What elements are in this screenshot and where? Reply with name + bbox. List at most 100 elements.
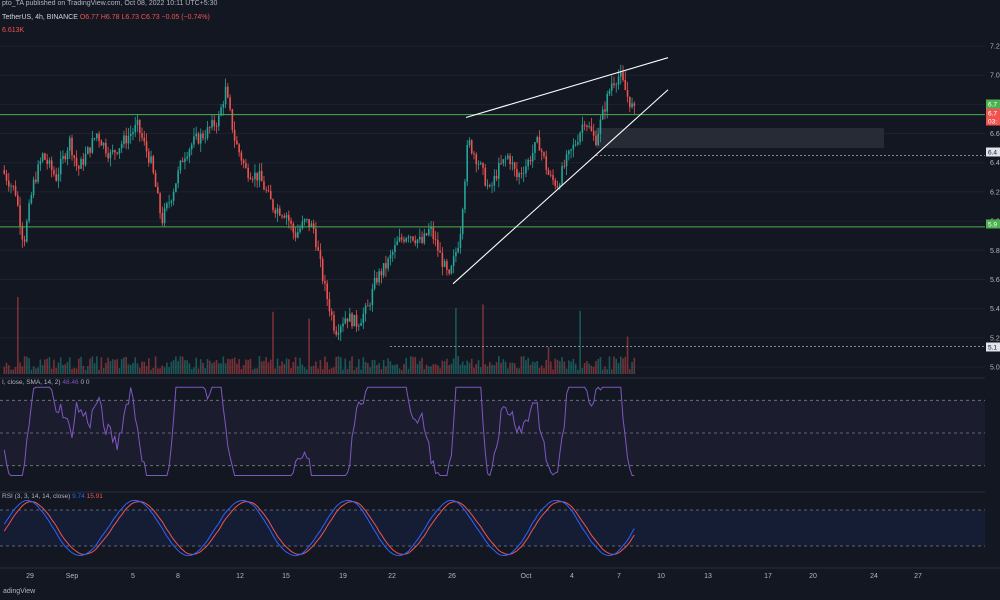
candle-body xyxy=(107,153,109,159)
volume-bar xyxy=(37,367,39,374)
price-tag-label: 5.1 xyxy=(988,345,997,352)
volume-bar xyxy=(91,356,94,374)
candle-body xyxy=(613,83,615,86)
volume-bar xyxy=(154,356,157,374)
volume-bar xyxy=(470,358,473,374)
volume-value: 6.613K xyxy=(2,27,25,34)
volume-bar xyxy=(317,368,319,374)
volume-bar xyxy=(3,366,6,374)
volume-bar xyxy=(382,360,385,374)
volume-bar xyxy=(371,360,374,374)
candle-body xyxy=(310,223,313,228)
volume-bar xyxy=(157,368,159,374)
candle-body xyxy=(339,326,342,333)
volume-bar xyxy=(290,368,292,374)
candle-body xyxy=(425,233,428,235)
candle-body xyxy=(400,237,403,240)
candle-body xyxy=(211,120,213,128)
candle-body xyxy=(150,156,152,163)
rsi-pane: 80.070.060.050.040.030.020.0 xyxy=(0,377,1000,487)
volume-bar xyxy=(319,359,322,374)
candle-body xyxy=(3,170,6,174)
candle-body xyxy=(362,313,365,324)
price-axis: 7.27.06.86.66.46.26.05.85.65.45.25.06.76… xyxy=(985,0,1000,585)
candle-body xyxy=(367,305,369,307)
volume-bar xyxy=(163,367,166,374)
candle-body xyxy=(511,162,514,165)
candle-body xyxy=(17,195,19,206)
volume-bar xyxy=(175,356,177,374)
candle-body xyxy=(285,215,288,218)
rsi-extra: 0 0 xyxy=(80,379,90,386)
stoch-band xyxy=(0,510,985,546)
volume-bar xyxy=(132,362,134,374)
candle-body xyxy=(376,277,378,283)
volume-bar xyxy=(403,363,405,374)
time-tick-label: 22 xyxy=(388,573,396,580)
candle-body xyxy=(213,120,216,126)
candle-body xyxy=(572,144,575,150)
candle-body xyxy=(10,185,12,187)
candle-body xyxy=(459,234,462,248)
volume-bar xyxy=(44,359,46,374)
volume-bar xyxy=(211,363,213,374)
time-tick-label: 24 xyxy=(870,573,878,580)
candle-body xyxy=(66,150,69,160)
volume-bar xyxy=(493,365,496,374)
volume-bar xyxy=(552,369,554,374)
price-tick-label: 6.4 xyxy=(990,160,1000,167)
volume-bar xyxy=(337,356,340,374)
candle-body xyxy=(434,239,437,240)
candle-body xyxy=(461,209,464,235)
volume-bar xyxy=(263,360,265,374)
candle-body xyxy=(631,103,633,108)
volume-bar xyxy=(190,368,193,374)
candle-body xyxy=(28,203,30,222)
candle-body xyxy=(615,84,618,86)
time-tick-label: Oct xyxy=(521,573,532,580)
candle-body xyxy=(443,261,446,267)
candle-body xyxy=(371,288,374,306)
volume-bar xyxy=(55,367,57,374)
candle-body xyxy=(301,221,304,229)
volume-bar xyxy=(278,365,281,374)
price-tick-label: 5.4 xyxy=(990,306,1000,313)
volume-bar xyxy=(443,361,446,374)
footer: adingView xyxy=(0,585,1000,600)
time-tick-label: 8 xyxy=(176,573,180,580)
volume-bar xyxy=(335,356,338,374)
candle-body xyxy=(98,133,100,141)
time-tick-label: 7 xyxy=(617,573,621,580)
volume-bar xyxy=(177,360,179,374)
main-grid xyxy=(0,45,985,368)
volume-bar xyxy=(202,363,204,374)
volume-bar xyxy=(479,367,482,374)
stoch-params: RSI (3, 3, 14, 14, close) xyxy=(2,493,71,500)
candle-body xyxy=(231,109,234,130)
price-chart[interactable]: 80.070.060.050.040.030.020.0 80.040.00.0… xyxy=(0,0,1000,585)
time-tick-label: 13 xyxy=(704,573,712,580)
candle-body xyxy=(570,149,572,151)
candle-body xyxy=(563,166,566,167)
candle-body xyxy=(251,178,254,180)
volume-bar xyxy=(46,358,48,374)
volume-bar xyxy=(590,365,593,374)
candle-body xyxy=(574,144,577,146)
volume-bar xyxy=(48,357,51,374)
tradingview-brand[interactable]: adingView xyxy=(3,588,36,595)
candle-body xyxy=(215,125,218,127)
volume-bar xyxy=(267,362,270,374)
rsi-params: I, close, SMA, 14, 2) xyxy=(2,379,61,386)
candle-body xyxy=(87,147,89,155)
candle-body xyxy=(109,152,112,159)
candle-body xyxy=(145,141,148,152)
candle-body xyxy=(44,153,46,160)
candle-body xyxy=(265,189,268,191)
volume-bar xyxy=(529,364,532,374)
rsi-legend: I, close, SMA, 14, 2) 48.46 0 0 xyxy=(2,379,89,386)
volume-bar xyxy=(229,359,231,374)
candle-body xyxy=(385,263,387,269)
volume-bar xyxy=(294,357,297,374)
candle-body xyxy=(554,180,557,187)
wedge-lower-line xyxy=(452,89,669,285)
